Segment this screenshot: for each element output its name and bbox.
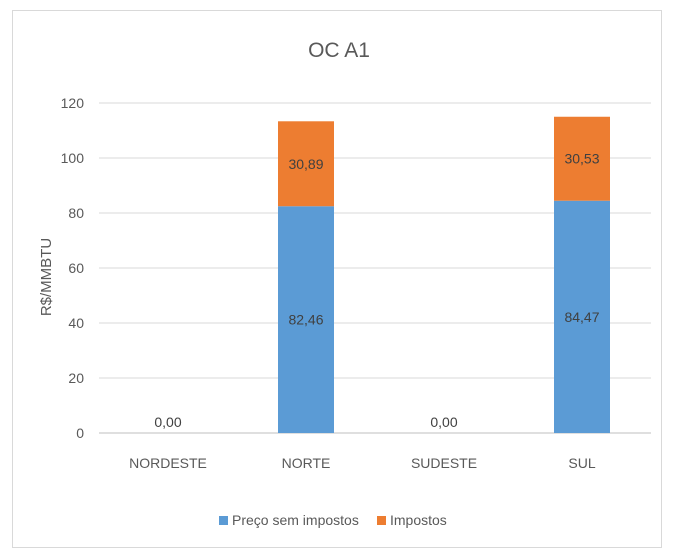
y-tick-label: 20: [68, 370, 84, 386]
y-tick-label: 100: [61, 150, 85, 166]
legend-label: Preço sem impostos: [232, 512, 359, 528]
bar-norte-series-0: [278, 206, 334, 433]
bar-norte-series-1: [278, 121, 334, 207]
data-label: 0,00: [430, 414, 457, 430]
bars: [278, 116, 610, 433]
legend-label: Impostos: [390, 512, 447, 528]
y-tick-label: 60: [68, 260, 84, 276]
stacked-bar-chart: OC A1 R$/MMBTU 0 20 40 60 80 100 120 0,00 82,46…: [38, 39, 651, 528]
legend: Preço sem impostos Impostos: [219, 512, 447, 528]
bar-sul-series-1: [554, 116, 610, 201]
x-tick-label: SUDESTE: [411, 455, 477, 471]
y-tick-label: 120: [61, 95, 85, 111]
y-tick-label: 0: [76, 425, 84, 441]
y-axis-ticks: 0 20 40 60 80 100 120: [61, 95, 85, 441]
legend-swatch: [377, 516, 386, 525]
data-label: 0,00: [154, 414, 181, 430]
x-tick-label: NORTE: [282, 455, 331, 471]
data-label: 30,89: [288, 156, 323, 172]
data-label: 84,47: [564, 309, 599, 325]
data-label: 82,46: [288, 312, 323, 328]
chart-frame: OC A1 R$/MMBTU 0 20 40 60 80 100 120 0,00 82,46…: [12, 10, 662, 548]
bar-sul-series-0: [554, 200, 610, 433]
y-axis-label: R$/MMBTU: [38, 238, 55, 316]
gridlines: [99, 102, 651, 434]
legend-swatch: [219, 516, 228, 525]
y-tick-label: 40: [68, 315, 84, 331]
chart-title: OC A1: [308, 39, 370, 62]
x-axis-ticks: NORDESTE NORTE SUDESTE SUL: [129, 455, 596, 471]
x-tick-label: NORDESTE: [129, 455, 207, 471]
data-label: 30,53: [564, 151, 599, 167]
data-labels: 0,00 82,46 30,89 0,00 84,47 30,53: [154, 151, 599, 430]
y-tick-label: 80: [68, 205, 84, 221]
x-tick-label: SUL: [568, 455, 595, 471]
